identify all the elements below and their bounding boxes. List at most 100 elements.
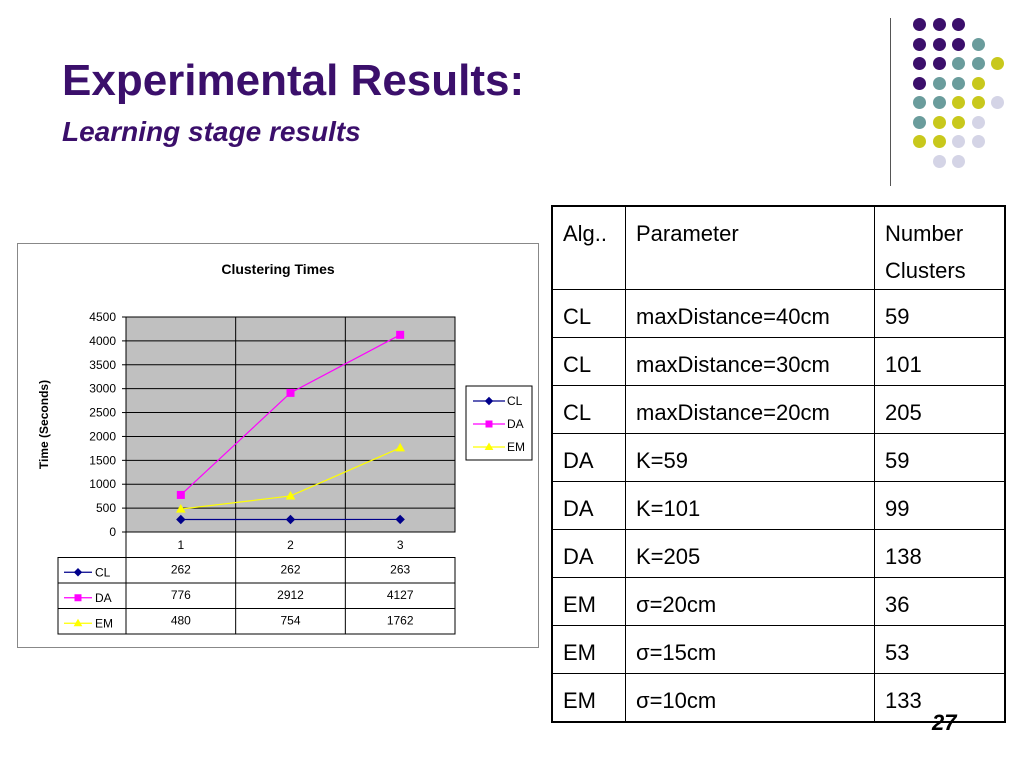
y-tick-label: 3000 [89, 382, 116, 396]
y-tick-label: 1500 [89, 453, 116, 467]
decorative-dot [932, 135, 946, 148]
table-row: DA K=101 99 [551, 481, 1006, 530]
legend-label-cl: CL [507, 394, 523, 408]
table-row: CL maxDistance=30cm 101 [551, 337, 1006, 386]
table-row: DA K=205 138 [551, 529, 1006, 578]
cell-parameter: K=101 [625, 481, 875, 530]
decorative-dot [932, 154, 946, 168]
cell-clusters: 205 [874, 385, 1006, 434]
decorative-dot [971, 135, 985, 148]
data-point-em [395, 442, 406, 452]
data-table-value: 776 [171, 588, 191, 602]
data-table-value: 263 [390, 563, 410, 577]
data-table-value: 480 [171, 614, 191, 628]
slide-subtitle: Learning stage results [62, 116, 361, 147]
cell-parameter: maxDistance=30cm [625, 337, 875, 386]
cell-clusters: 59 [874, 433, 1006, 482]
cell-clusters: 101 [874, 337, 1006, 386]
data-point-cl [285, 514, 296, 525]
cell-alg: DA [551, 481, 626, 530]
legend-key-marker [484, 396, 494, 406]
cell-clusters: 99 [874, 481, 1006, 530]
table-row: EM σ=20cm 36 [551, 577, 1006, 626]
data-point-cl [176, 514, 186, 525]
cell-clusters: 133 [874, 673, 1006, 723]
slide-title: Experimental Results: [62, 56, 525, 105]
data-point-da [396, 330, 405, 339]
data-table-value: 262 [280, 563, 300, 577]
decorative-dot [932, 76, 946, 90]
x-tick-label: 1 [177, 538, 184, 552]
cell-clusters: 53 [874, 625, 1006, 674]
cell-alg: EM [551, 577, 626, 626]
cell-alg: DA [551, 529, 626, 578]
cell-parameter: maxDistance=20cm [625, 385, 875, 434]
cell-parameter: σ=20cm [625, 577, 875, 626]
legend-key-marker [484, 442, 494, 450]
decorative-dot [952, 37, 965, 51]
data-table-value: 1762 [387, 614, 414, 628]
data-point-da [176, 490, 185, 499]
decorative-dot [971, 96, 985, 109]
data-point-em [285, 490, 296, 500]
data-table-series-name: DA [95, 591, 112, 605]
data-table-value: 4127 [387, 588, 414, 602]
results-table: Alg.. Parameter Number Clusters CL maxDis… [551, 205, 1006, 723]
cell-clusters: 36 [874, 577, 1006, 626]
legend-label-da: DA [507, 417, 524, 431]
cell-parameter: σ=10cm [625, 673, 875, 723]
legend-box [465, 385, 533, 461]
legend-key-marker [485, 420, 493, 428]
table-row: EM σ=15cm 53 [551, 625, 1006, 674]
decorative-dot [971, 57, 985, 70]
decorative-dot [913, 76, 926, 90]
data-table-value: 262 [171, 563, 191, 577]
data-point-da [286, 388, 295, 397]
table-row: CL maxDistance=20cm 205 [551, 385, 1006, 434]
data-table-series-name: CL [95, 566, 111, 580]
y-tick-label: 0 [109, 525, 116, 539]
y-tick-label: 2000 [89, 429, 116, 443]
y-tick-label: 500 [96, 501, 116, 515]
data-table-frame [57, 557, 456, 635]
decorative-dot [913, 18, 926, 31]
decorative-dot [932, 37, 946, 51]
page-number: 27 [932, 710, 957, 735]
plot-area [125, 316, 456, 533]
table-row: CL maxDistance=40cm 59 [551, 289, 1006, 338]
decorative-dot [952, 115, 965, 129]
cell-parameter: maxDistance=40cm [625, 289, 875, 338]
table-body: CL maxDistance=40cm 59 CL maxDistance=30cm 10… [551, 289, 1006, 723]
cell-alg: EM [551, 625, 626, 674]
table-row: EM σ=10cm 133 [551, 673, 1006, 723]
decorative-dot [971, 76, 985, 90]
decorative-dot [932, 115, 946, 129]
decorative-dot [932, 57, 946, 70]
chart-title: Clustering Times [221, 261, 335, 277]
data-table-value: 754 [280, 614, 300, 628]
decorative-dot [952, 57, 965, 70]
y-tick-label: 4000 [89, 334, 116, 348]
cell-alg: CL [551, 385, 626, 434]
x-tick-label: 3 [397, 538, 404, 552]
data-table-key-marker [73, 568, 83, 577]
data-table-value: 2912 [277, 588, 304, 602]
table-header-row: Alg.. Parameter Number Clusters [551, 205, 1006, 290]
cell-alg: CL [551, 337, 626, 386]
data-table-key-marker [73, 618, 83, 627]
decorative-dot [913, 135, 926, 148]
header-parameter: Parameter [625, 205, 875, 290]
data-table-key-marker [74, 594, 82, 602]
y-tick-label: 4500 [89, 310, 116, 324]
decorative-dot [913, 115, 926, 129]
data-point-em [175, 504, 186, 513]
y-tick-label: 3500 [89, 358, 116, 372]
data-table-series-name: EM [95, 617, 113, 631]
clustering-times-chart: Clustering Times 0 500 1000 1500 2000 2500 3000… [37, 261, 533, 635]
decorative-dot [971, 37, 985, 51]
decorative-dot [952, 76, 965, 90]
cell-clusters: 138 [874, 529, 1006, 578]
decorative-dot [913, 96, 926, 109]
decorative-dot [913, 57, 926, 70]
x-tick-label: 2 [287, 538, 294, 552]
